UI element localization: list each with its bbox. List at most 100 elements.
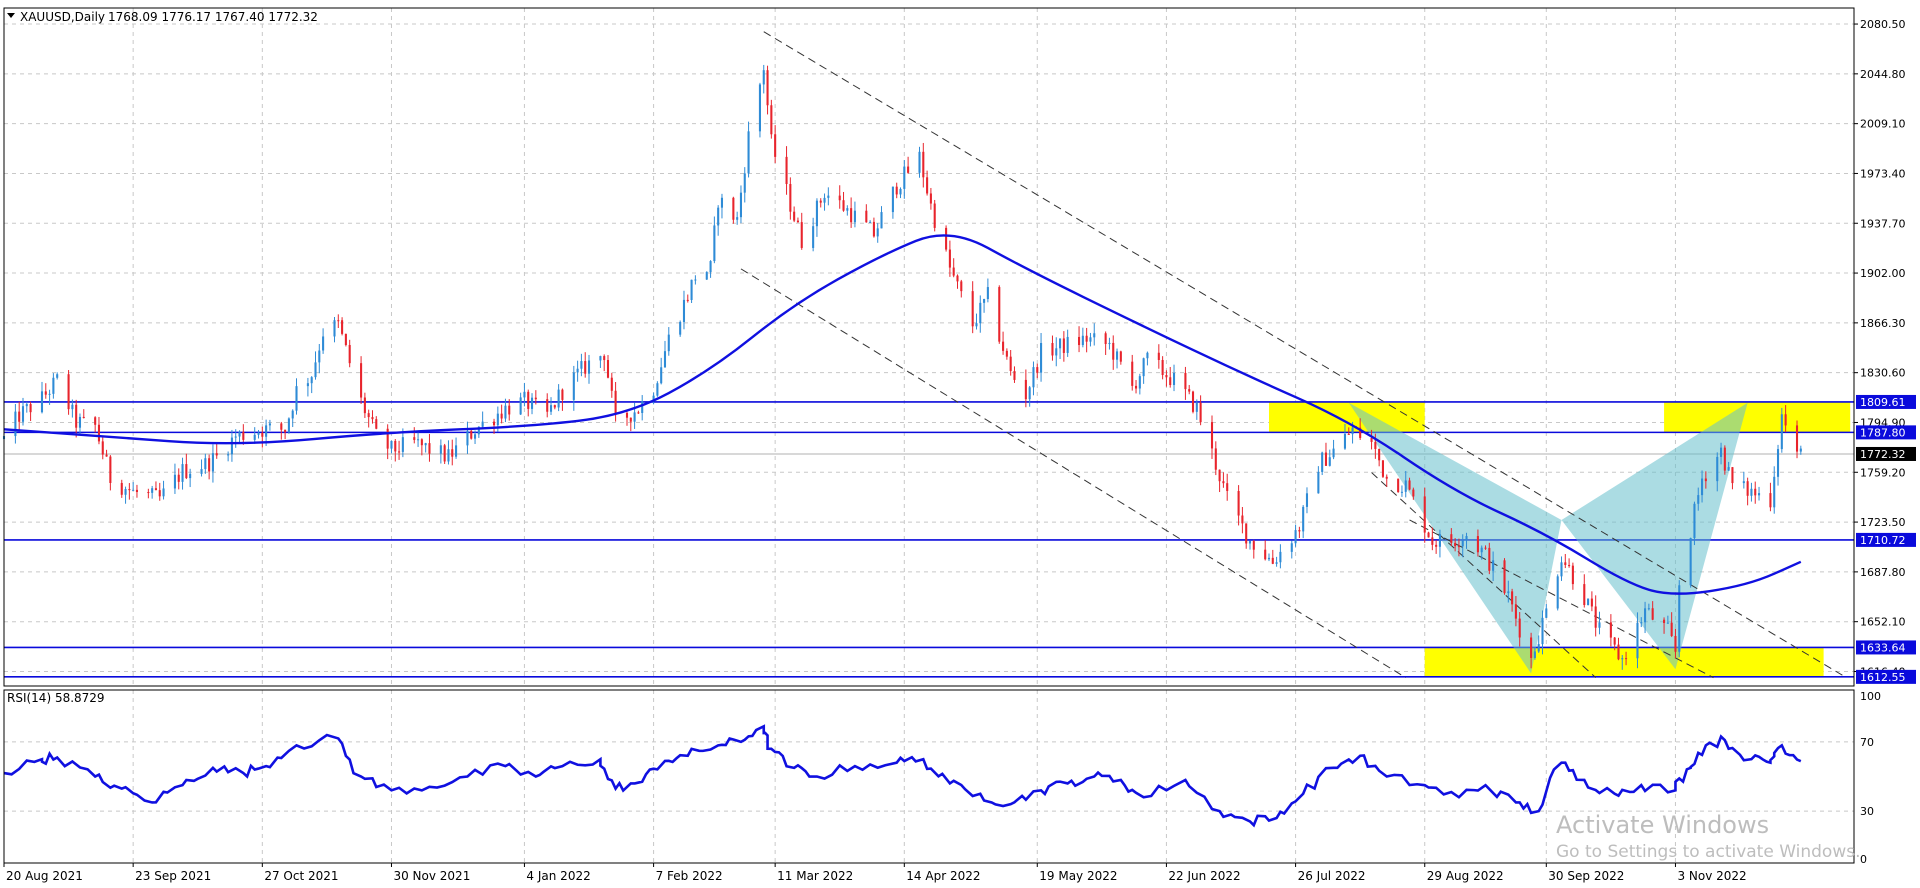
price-tick-label: 1687.80 xyxy=(1860,566,1906,579)
candle-body xyxy=(1302,506,1305,532)
candle-body xyxy=(1294,530,1297,544)
candle-body xyxy=(215,453,218,456)
candle-body xyxy=(1119,351,1122,362)
candle-body xyxy=(793,211,796,221)
candle-body xyxy=(1799,448,1802,452)
candle-body xyxy=(75,404,78,428)
candle-body xyxy=(265,425,268,437)
candle-body xyxy=(253,434,256,440)
candle-body xyxy=(747,131,750,174)
candle-body xyxy=(177,474,180,482)
candle-body xyxy=(386,428,389,449)
candle-body xyxy=(983,299,986,303)
moving-average-line xyxy=(3,234,1803,595)
watermark-subtitle: Go to Settings to activate Windows. xyxy=(1556,842,1861,862)
candle-body xyxy=(1040,343,1043,373)
candle-body xyxy=(189,473,192,479)
candle-body xyxy=(1693,503,1696,539)
candle-body xyxy=(1511,591,1514,605)
candle-body xyxy=(398,451,401,453)
candle-body xyxy=(1199,402,1202,423)
candle-body xyxy=(812,226,815,248)
candle-body xyxy=(850,208,853,223)
price-tick-label: 1759.20 xyxy=(1860,466,1906,479)
candle-body xyxy=(1674,635,1677,652)
candle-body xyxy=(1784,414,1787,426)
candle-body xyxy=(413,437,416,440)
candle-body xyxy=(766,70,769,106)
candle-body xyxy=(530,397,534,409)
candle-body xyxy=(477,426,480,435)
candle-body xyxy=(705,272,708,280)
candle-body xyxy=(1454,542,1457,547)
price-tick-label: 1866.30 xyxy=(1860,317,1906,330)
candle-body xyxy=(637,412,640,414)
candle-body xyxy=(1359,427,1362,438)
candle-body xyxy=(466,430,469,446)
candle-body xyxy=(1408,480,1411,490)
candle-body xyxy=(1188,389,1191,392)
candle-body xyxy=(14,411,17,437)
candle-body xyxy=(823,197,826,203)
candle-body xyxy=(105,454,108,457)
candle-body xyxy=(420,439,423,446)
candle-body xyxy=(291,410,294,419)
candle-body xyxy=(1431,537,1434,545)
candle-body xyxy=(390,440,393,449)
candle-body xyxy=(1636,622,1639,659)
candle-body xyxy=(1461,540,1464,547)
candle-body xyxy=(667,334,670,352)
candle-body xyxy=(1210,422,1214,449)
candle-body xyxy=(1438,534,1441,547)
candle-body xyxy=(337,320,340,322)
candle-body xyxy=(979,302,982,324)
time-tick-label: 30 Sep 2022 xyxy=(1548,869,1624,883)
candle-body xyxy=(1172,372,1176,386)
candle-body xyxy=(1769,493,1772,508)
chart-menu-triangle-icon[interactable] xyxy=(7,13,15,18)
candle-body xyxy=(439,445,442,454)
candle-body xyxy=(135,489,139,493)
candle-body xyxy=(1666,622,1669,624)
candle-body xyxy=(1317,471,1320,494)
trend-channel-line xyxy=(1409,519,1714,679)
candle-body xyxy=(948,249,951,268)
candle-body xyxy=(739,192,743,218)
candle-body xyxy=(853,210,856,223)
candle-body xyxy=(1644,608,1647,623)
candle-body xyxy=(504,405,507,419)
level-price-tag xyxy=(1856,640,1916,655)
candle-body xyxy=(1252,541,1255,550)
candle-body xyxy=(519,397,522,415)
candle-body xyxy=(1078,336,1081,346)
candle-body xyxy=(572,372,575,400)
level-price-tag xyxy=(1856,669,1916,684)
candle-body xyxy=(1564,562,1567,565)
candle-body xyxy=(1697,495,1700,504)
candle-body xyxy=(660,367,663,384)
candle-body xyxy=(1066,336,1069,353)
candle-body xyxy=(774,134,777,157)
candle-body xyxy=(1051,343,1054,356)
candle-body xyxy=(971,291,974,327)
candle-body xyxy=(1328,457,1331,466)
candle-body xyxy=(371,417,374,420)
candle-body xyxy=(736,217,739,220)
candle-body xyxy=(1750,488,1753,496)
candle-body xyxy=(1112,342,1115,360)
candle-body xyxy=(576,368,579,373)
candle-body xyxy=(720,197,724,208)
candle-body xyxy=(1457,546,1460,548)
candle-body xyxy=(71,404,74,410)
candle-body xyxy=(827,195,830,198)
level-price-tag xyxy=(1856,425,1916,440)
candle-body xyxy=(629,417,632,422)
time-tick-label: 4 Jan 2022 xyxy=(526,869,590,883)
candle-body xyxy=(1587,598,1590,606)
candle-body xyxy=(1290,543,1293,552)
candle-body xyxy=(154,488,157,491)
candle-body xyxy=(789,184,792,212)
candle-body xyxy=(880,212,883,229)
candle-body xyxy=(1165,375,1168,378)
